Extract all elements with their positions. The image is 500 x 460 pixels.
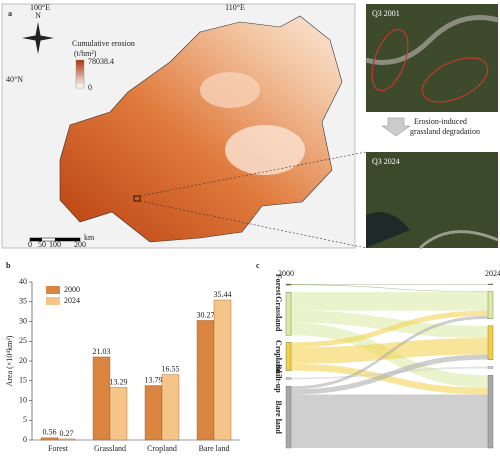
node bbox=[487, 366, 494, 369]
value-label: 0.56 bbox=[43, 428, 57, 437]
bar bbox=[92, 356, 111, 441]
node-label: Built-up bbox=[274, 364, 283, 393]
value-label: 0.27 bbox=[60, 429, 74, 438]
x-tick-label: Bare land bbox=[199, 444, 230, 453]
y-tick-label: 40 bbox=[19, 277, 27, 286]
bar bbox=[57, 438, 76, 441]
node bbox=[487, 291, 494, 320]
value-label: 21.03 bbox=[93, 347, 111, 356]
node bbox=[487, 283, 494, 286]
legend-unit: (t/hm²) bbox=[74, 49, 97, 58]
scale-tick: 0 bbox=[28, 240, 32, 249]
panel-label: c bbox=[256, 261, 260, 270]
x-tick-label: Cropland bbox=[147, 444, 177, 453]
bar bbox=[161, 374, 180, 441]
value-label: 30.27 bbox=[197, 310, 215, 319]
node bbox=[285, 377, 292, 380]
arrow-text: Erosion-induced bbox=[414, 117, 467, 126]
legend-min: 0 bbox=[88, 83, 92, 92]
inset-label: Q3 2024 bbox=[372, 157, 400, 166]
flow bbox=[291, 310, 488, 339]
north-label: N bbox=[35, 11, 41, 20]
terrain bbox=[418, 230, 499, 250]
highlight bbox=[421, 57, 489, 103]
x-tick-label: Grassland bbox=[94, 444, 126, 453]
coord: 110°E bbox=[225, 3, 245, 12]
node bbox=[285, 386, 292, 449]
arrow-text: grassland degradation bbox=[410, 127, 480, 136]
flow bbox=[291, 363, 488, 395]
node-label: Bare land bbox=[274, 400, 283, 434]
plateau bbox=[59, 15, 343, 243]
flow bbox=[291, 310, 488, 348]
value-label: 35.44 bbox=[214, 290, 232, 299]
low-erosion bbox=[225, 125, 305, 175]
y-tick-label: 5 bbox=[23, 415, 27, 424]
scale-tick: 50 bbox=[38, 240, 46, 249]
x-tick-label: Forest bbox=[48, 444, 69, 453]
node-label: Cropland bbox=[274, 340, 283, 373]
inset-label: Q3 2001 bbox=[372, 9, 400, 18]
flow bbox=[291, 394, 488, 448]
y-tick-label: 15 bbox=[19, 376, 27, 385]
flow bbox=[291, 284, 488, 293]
scale-unit: km bbox=[84, 233, 95, 242]
scale-bar bbox=[30, 238, 42, 241]
low-erosion bbox=[200, 72, 260, 108]
bar bbox=[144, 385, 163, 441]
terrain bbox=[365, 15, 499, 65]
node bbox=[285, 283, 292, 286]
node-label: Grassland bbox=[274, 296, 283, 332]
panel-label: b bbox=[6, 261, 11, 270]
legend-title: Cumulative erosion bbox=[72, 39, 135, 48]
flow bbox=[291, 354, 488, 395]
node bbox=[285, 291, 292, 336]
compass bbox=[22, 22, 54, 54]
y-tick-label: 35 bbox=[19, 297, 27, 306]
value-label: 13.29 bbox=[110, 377, 128, 386]
bar bbox=[40, 437, 59, 441]
value-label: 16.55 bbox=[162, 364, 180, 373]
legend-swatch bbox=[46, 286, 60, 294]
node bbox=[285, 342, 292, 371]
legend-max: 78038.4 bbox=[88, 57, 114, 66]
flow bbox=[291, 338, 488, 364]
bar bbox=[196, 320, 215, 441]
node bbox=[487, 375, 494, 449]
node bbox=[487, 325, 494, 360]
coord: 100°E bbox=[30, 3, 50, 12]
study-box bbox=[133, 195, 141, 202]
legend-ramp bbox=[75, 59, 85, 89]
y-tick-label: 25 bbox=[19, 336, 27, 345]
y-tick-label: 20 bbox=[19, 356, 27, 365]
legend-swatch bbox=[46, 297, 60, 305]
column-label: 2000 bbox=[278, 269, 294, 278]
y-tick-label: 10 bbox=[19, 395, 27, 404]
arrow bbox=[381, 117, 411, 137]
flow bbox=[291, 315, 488, 390]
water bbox=[366, 212, 410, 248]
coord: 40°N bbox=[6, 75, 23, 84]
legend-label: 2000 bbox=[64, 285, 80, 294]
scale-tick: 100 bbox=[49, 240, 61, 249]
legend-label: 2024 bbox=[64, 296, 80, 305]
panel-label: a bbox=[8, 9, 12, 18]
scale-tick: 200 bbox=[74, 240, 86, 249]
flow bbox=[291, 292, 488, 311]
satellite-2001 bbox=[366, 4, 498, 112]
y-tick-label: 0 bbox=[23, 435, 27, 444]
y-tick-label: 30 bbox=[19, 316, 27, 325]
node-label: Forest bbox=[274, 274, 283, 296]
flow bbox=[291, 284, 488, 285]
column-label: 2024 bbox=[485, 269, 500, 278]
highlight bbox=[371, 28, 409, 92]
bar bbox=[109, 387, 128, 441]
y-axis-label: Area (×10⁴km²) bbox=[5, 335, 14, 386]
bar bbox=[213, 299, 232, 441]
value-label: 13.79 bbox=[145, 375, 163, 384]
leader bbox=[139, 200, 367, 249]
scale-bar bbox=[55, 238, 80, 241]
